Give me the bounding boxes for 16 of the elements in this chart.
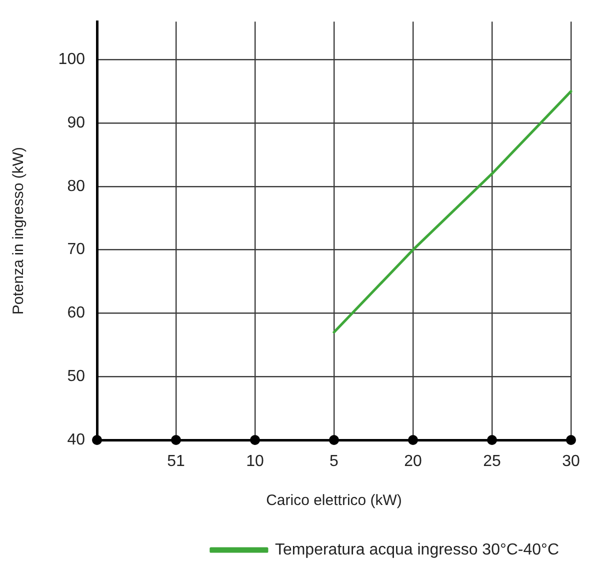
x-tick-label: 51 xyxy=(167,453,185,470)
x-tick-label: 20 xyxy=(404,453,422,470)
x-axis-title: Carico elettrico (kW) xyxy=(266,492,402,510)
y-tick-label: 50 xyxy=(67,368,86,386)
y-tick-label: 60 xyxy=(67,304,86,322)
y-axis-title: Potenza in ingresso (kW) xyxy=(10,147,28,315)
legend-label: Temperatura acqua ingresso 30°C-40°C xyxy=(274,541,560,558)
x-tick-label: 10 xyxy=(246,453,264,470)
y-tick-label: 80 xyxy=(67,178,86,195)
y-tick-label: 40 xyxy=(67,431,86,448)
y-tick-label: 70 xyxy=(67,241,86,258)
x-tick-label: 5 xyxy=(330,453,339,470)
x-tick-label: 25 xyxy=(483,453,501,470)
y-tick-label: 90 xyxy=(67,114,86,132)
x-tick-label: 30 xyxy=(562,453,580,470)
y-tick-label: 100 xyxy=(58,51,86,68)
